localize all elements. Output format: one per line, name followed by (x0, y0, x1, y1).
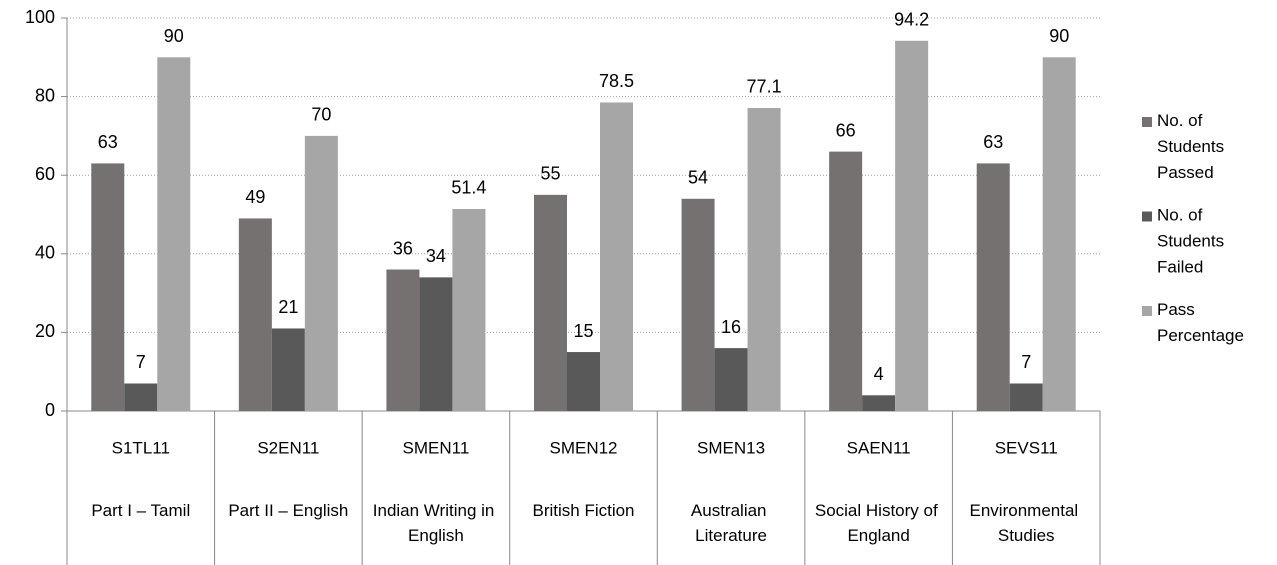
bar (157, 57, 191, 412)
x-tick-label: SAEN11 (847, 438, 911, 457)
data-label: 54 (688, 168, 708, 188)
bar (91, 163, 125, 411)
bar (567, 352, 600, 411)
legend-swatch (1142, 117, 1152, 127)
data-label: 7 (1021, 352, 1031, 372)
y-tick-label: 60 (35, 164, 55, 184)
bar (534, 194, 567, 411)
category-name: Part I – Tamil (91, 501, 190, 520)
data-label: 21 (278, 297, 298, 317)
x-tick-label: SEVS11 (995, 438, 1058, 457)
category-name: Part II – English (228, 501, 348, 520)
data-label: 90 (164, 26, 184, 46)
bar (976, 163, 1010, 411)
data-label: 16 (721, 317, 741, 337)
bar (862, 395, 896, 411)
data-label: 78.5 (599, 71, 634, 91)
category-name: Social History of England (815, 501, 943, 545)
bar (600, 102, 633, 412)
data-label: 7 (136, 352, 146, 372)
bar (1042, 57, 1076, 412)
x-tick-label: S1TL11 (112, 438, 170, 457)
data-label: 66 (836, 120, 856, 140)
bar (238, 218, 272, 411)
data-label: 36 (393, 238, 413, 258)
data-label: 94.2 (894, 10, 929, 30)
legend-label: No. of Students Passed (1157, 111, 1229, 182)
data-label: 51.4 (451, 178, 486, 198)
legend-label: No. of Students Failed (1157, 206, 1229, 277)
data-label: 70 (311, 105, 331, 125)
bar (714, 348, 748, 411)
category-name: Environmental Studies (970, 501, 1083, 545)
category-name: British Fiction (532, 501, 634, 520)
bar (681, 198, 715, 411)
x-tick-label: S2EN11 (257, 438, 319, 457)
y-tick-label: 80 (35, 85, 55, 105)
data-label: 90 (1049, 26, 1069, 46)
bar (452, 208, 486, 411)
data-label: 77.1 (747, 77, 782, 97)
y-tick-label: 100 (25, 7, 55, 27)
data-label: 34 (426, 246, 446, 266)
y-tick-label: 0 (45, 400, 55, 420)
bar (895, 40, 929, 411)
bar (304, 135, 338, 411)
category-name: Indian Writing in English (373, 501, 499, 545)
x-tick-label: SMEN12 (549, 438, 617, 457)
x-tick-label: SMEN13 (697, 438, 765, 457)
x-tick-label: SMEN11 (403, 438, 470, 457)
y-tick-label: 40 (35, 243, 55, 263)
bar (1009, 383, 1043, 411)
bar (271, 328, 305, 411)
bar (124, 383, 158, 411)
legend-swatch (1142, 306, 1152, 316)
legend-swatch (1142, 211, 1152, 222)
data-label: 63 (983, 132, 1003, 152)
bar (386, 269, 420, 411)
bar (829, 151, 863, 411)
y-tick-label: 20 (35, 321, 55, 341)
data-label: 55 (540, 164, 560, 184)
data-label: 4 (874, 364, 884, 384)
data-label: 49 (245, 187, 265, 207)
bar (747, 107, 781, 411)
category-name: Australian Literature (691, 501, 771, 545)
legend-label: Pass Percentage (1157, 300, 1244, 345)
data-label: 15 (573, 321, 593, 341)
bar (419, 277, 453, 411)
data-label: 63 (98, 132, 118, 152)
